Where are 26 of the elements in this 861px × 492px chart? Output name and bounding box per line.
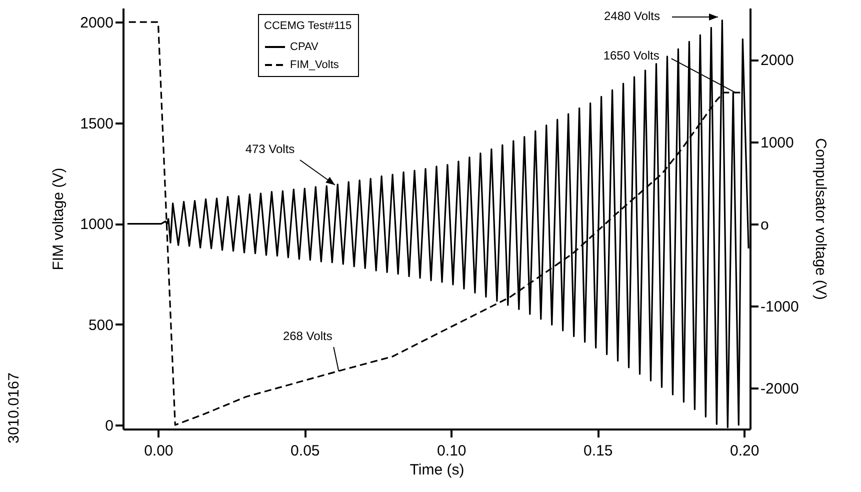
y2-tick-label: 1000 xyxy=(760,134,794,152)
y-axis-title: FIM voltage (V) xyxy=(50,168,68,270)
y2-tick-label: 2000 xyxy=(760,52,794,70)
y2-axis-title: Compulsator voltage (V) xyxy=(812,138,829,300)
y2-tick-label: -1000 xyxy=(760,298,799,316)
y2-tick-label: o xyxy=(760,216,769,234)
y2-tick-label: -2000 xyxy=(760,380,799,398)
y-tick-label: 2000 xyxy=(80,14,114,32)
y-tick-label: 500 xyxy=(88,316,114,334)
annotation: 473 Volts xyxy=(245,142,295,156)
x-tick-label: 0.20 xyxy=(730,442,760,460)
x-tick-label: 0.15 xyxy=(584,442,613,460)
x-tick-label: 0.05 xyxy=(290,442,320,460)
annotation: 2480 Volts xyxy=(604,9,660,24)
y-tick-label: 0 xyxy=(105,417,114,434)
annotation: 1650 Volts xyxy=(603,48,660,63)
x-tick-label: 0.00 xyxy=(144,442,174,460)
text: 3010.0167 xyxy=(6,372,22,444)
y-tick-label: 1500 xyxy=(80,115,114,132)
annotation: 268 Volts xyxy=(282,328,332,343)
legend-label: CPAV xyxy=(290,41,319,53)
legend-label: FIM_Volts xyxy=(290,59,340,71)
legend-title: CCEMG Test#115 xyxy=(264,20,352,32)
x-tick-label: 0.10 xyxy=(437,442,466,460)
x-axis-title: Time (s) xyxy=(410,462,464,478)
y-tick-label: 1000 xyxy=(80,216,114,234)
